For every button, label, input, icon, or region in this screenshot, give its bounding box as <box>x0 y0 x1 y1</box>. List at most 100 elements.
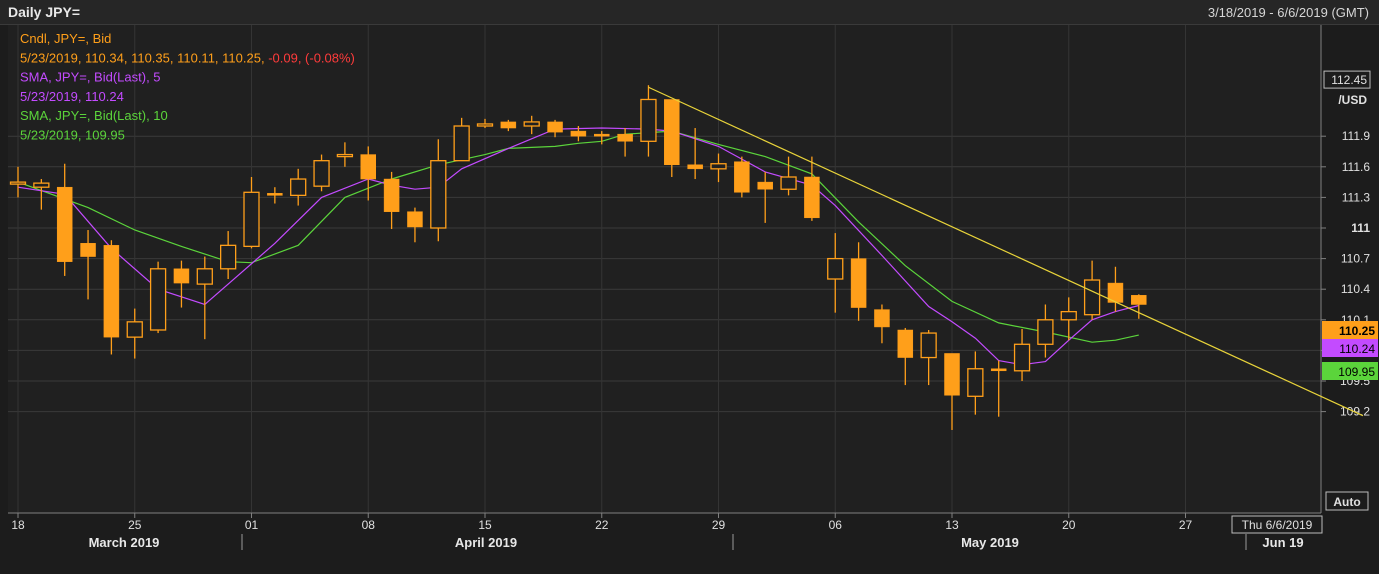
auto-box <box>1325 491 1369 511</box>
legend-change: -0.09, (-0.08%) <box>268 50 355 65</box>
legend-text: SMA, JPY=, Bid(Last), 10 <box>20 108 168 123</box>
y-tick-label: 111.3 <box>1342 190 1371 204</box>
legend-text: 5/23/2019, 110.34, 110.35, 110.11, 110.2… <box>20 50 268 65</box>
y-axis-panel <box>1321 25 1379 513</box>
legend-line-5: 5/23/2019, 109.95 <box>20 128 125 143</box>
candle-body-down <box>687 164 703 170</box>
candle-body-up <box>33 182 50 188</box>
candle-body-down <box>944 353 960 396</box>
candle-body-up <box>1013 343 1031 372</box>
x-tick-label: 01 <box>245 518 259 532</box>
candle-body-down <box>360 154 376 180</box>
x-tick-label: 22 <box>595 518 609 532</box>
x-tick-label: 08 <box>362 518 376 532</box>
month-label: April 2019 <box>455 535 517 550</box>
legend-text: 5/23/2019, 110.24 <box>20 89 124 104</box>
candle-body-down <box>173 268 190 284</box>
y-tick-label: 110.7 <box>1341 252 1370 266</box>
window-title: Daily JPY= <box>8 4 80 20</box>
candle-body-up <box>196 268 213 285</box>
x-tick-label: 29 <box>712 518 726 532</box>
month-labels: March 2019 April 2019 May 2019 Jun 19 <box>89 534 1304 550</box>
sma10-line <box>17 130 1139 343</box>
candle-body-up <box>290 178 307 197</box>
y-tick-label: 111.9 <box>1342 129 1371 143</box>
candle-body-down <box>664 99 680 166</box>
candle-body-down <box>897 329 914 358</box>
candle-body-up <box>336 153 354 158</box>
candle-body-down <box>383 178 400 212</box>
value-tag-sma5 <box>1322 339 1378 357</box>
candle-body-up <box>126 321 143 338</box>
candle-body-down <box>734 161 750 193</box>
x-grid-lines <box>17 25 1186 513</box>
x-axis-panel <box>0 513 1379 574</box>
candle-body-up <box>640 98 657 142</box>
candle-body-down <box>990 368 1007 372</box>
candle-body-down <box>570 130 587 137</box>
date-range: 3/18/2019 - 6/6/2019 (GMT) <box>1207 5 1369 20</box>
candle-body-down <box>103 245 120 338</box>
candle-body-up <box>523 121 540 127</box>
candle-body-up <box>920 332 937 359</box>
x-tick-label: 13 <box>945 518 959 532</box>
x-tick-label: 25 <box>128 518 142 532</box>
legend: Cndl, JPY=, Bid 5/23/2019, 110.34, 110.35… <box>20 31 355 143</box>
month-label: Jun 19 <box>1262 535 1303 550</box>
auto-label: Auto <box>1333 495 1360 509</box>
grid-lines <box>8 135 1321 413</box>
candle-body-up <box>1083 279 1101 316</box>
value-tag-sma10 <box>1322 362 1378 380</box>
candle-body-up <box>9 181 27 185</box>
legend-line-2: SMA, JPY=, Bid(Last), 5 <box>20 70 161 85</box>
last-value-tags: 110.25 110.24 109.95 Auto <box>1322 321 1378 511</box>
candle-body-up <box>430 160 447 229</box>
y-axis <box>1320 25 1379 513</box>
legend-line-1: 5/23/2019, 110.34, 110.35, 110.11, 110.2… <box>20 50 355 65</box>
y-tick-label: 111 <box>1351 221 1370 235</box>
candle-body-down <box>1131 295 1147 305</box>
candle-body-down <box>804 176 820 219</box>
legend-line-4: SMA, JPY=, Bid(Last), 10 <box>20 108 168 123</box>
candle-body-up <box>453 125 470 162</box>
month-label: March 2019 <box>89 535 160 550</box>
x-tick-label: 15 <box>478 518 492 532</box>
y-top-box <box>1323 70 1371 89</box>
candle-body-up <box>1060 310 1077 321</box>
y-tick-label: 110.4 <box>1341 282 1370 296</box>
candle-body-down <box>594 133 610 137</box>
candle-body-up <box>967 368 984 397</box>
candle-body-up <box>243 191 260 248</box>
candle-body-down <box>547 121 563 133</box>
candle-body-up <box>313 160 330 187</box>
x-highlight-box <box>1231 515 1323 534</box>
y-top-label: 112.45 <box>1331 73 1367 87</box>
candle-body-down <box>874 309 890 328</box>
candle-body-down <box>500 121 517 129</box>
candle-body-up <box>827 257 844 280</box>
candle-body-down <box>80 243 96 257</box>
candle-body-up <box>149 268 167 331</box>
x-tick-label: 20 <box>1062 518 1076 532</box>
value-tag-label-sma5: 110.24 <box>1339 342 1375 356</box>
candle-body-up <box>710 163 727 170</box>
legend-text: 5/23/2019, 109.95 <box>20 128 125 143</box>
sma10-series <box>17 130 1139 343</box>
candle-body-down <box>617 133 633 142</box>
candle-body-down <box>267 193 283 196</box>
y-axis-label: /USD <box>1338 93 1367 107</box>
x-tick-label: 18 <box>11 518 25 532</box>
y-tick-label: 111.6 <box>1342 160 1371 174</box>
x-tick-labels: 18 25 01 08 15 22 29 06 13 20 27 Thu 6/6/2019 <box>11 513 1323 534</box>
value-tag-label-sma10: 109.95 <box>1338 365 1375 379</box>
candles-series <box>9 85 1147 430</box>
legend-line-3: 5/23/2019, 110.24 <box>20 89 124 104</box>
candle-body-down <box>56 186 73 262</box>
legend-line-0: Cndl, JPY=, Bid <box>20 31 111 46</box>
legend-text: Cndl, JPY=, Bid <box>20 31 111 46</box>
value-tag-close <box>1322 321 1378 339</box>
candle-body-down <box>850 258 867 308</box>
candle-body-up <box>476 123 494 127</box>
